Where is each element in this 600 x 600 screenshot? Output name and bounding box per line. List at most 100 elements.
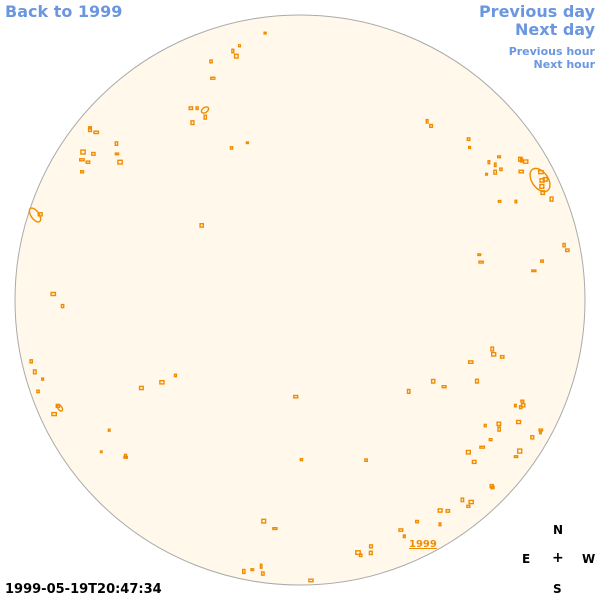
contour-speck [79,169,85,174]
contour-speck [531,269,537,273]
contour-speck [491,485,495,490]
contour-speck [460,497,465,503]
contour-speck [51,411,58,417]
contour-speck [517,448,523,454]
magnetic-contours [28,31,570,583]
contour-speck [565,248,570,253]
contour-speck [493,162,497,168]
contour-speck [430,378,436,384]
contour-speck [425,118,429,124]
contour-speck [513,455,519,459]
contour-speck [123,453,128,458]
contour-speck [117,159,123,165]
contour-speck [107,428,111,432]
contour-speck [355,550,361,555]
contour-speck [483,423,487,428]
contour-speck [539,183,545,189]
contour-speck [468,499,475,505]
compass-north: N [553,523,564,537]
compass-center-icon: + [552,550,564,566]
year-label[interactable]: 1999 [409,539,437,550]
contour-speck [368,544,374,549]
contour-speck [368,550,373,556]
contour-speck [514,199,518,204]
contour-speck [479,445,486,449]
contour-speck [245,141,250,145]
contour-speck [80,149,86,155]
back-to-year-link[interactable]: Back to 1999 [5,2,123,21]
contour-speck [485,172,489,176]
contour-speck [159,380,165,385]
contour-speck [237,44,241,48]
contour-speck [515,419,522,425]
contour-speck [50,291,57,297]
contour-speck [466,137,471,142]
contour-speck [259,563,263,569]
previous-day-link[interactable]: Previous day [478,2,595,21]
previous-hour-link[interactable]: Previous hour [508,45,595,58]
contour-speck [293,394,299,399]
contour-speck [32,369,37,375]
contour-speck [199,222,205,228]
contour-speck [522,159,529,164]
contour-speck [114,141,119,146]
contour-speck [203,114,208,120]
contour-speck [398,528,404,532]
contour-speck [173,373,178,378]
contour-speck [114,152,120,156]
contour-speck [540,259,544,263]
contour-speck [29,359,34,364]
contour-speck [519,157,524,163]
contour-speck [93,130,100,135]
contour-speck [402,534,406,539]
contour-speck [190,120,195,126]
contour-speck [364,458,368,462]
contour-speck [562,242,566,248]
contour-speck [263,31,267,35]
contour-speck [488,438,493,442]
contour-speck [530,435,535,440]
contour-speck [78,158,85,162]
contour-speck [468,145,472,150]
contour-speck [518,169,524,174]
contour-speck [499,354,505,359]
contour-speck [138,385,144,391]
contour-speck [497,426,501,432]
next-hour-link[interactable]: Next hour [533,58,596,71]
contour-ring [56,404,64,412]
contour-speck [272,527,278,531]
contour-speck [87,127,93,133]
contour-speck [261,518,267,524]
contour-speck [493,169,498,175]
contour-speck [195,106,199,111]
contour-speck [36,389,40,394]
contour-speck [466,504,471,509]
compass-east: E [522,552,531,566]
contour-ring [28,207,42,223]
contour-speck [358,553,363,558]
contour-speck [496,421,502,427]
contour-speck [85,160,91,165]
contour-speck [88,125,92,130]
observation-timestamp: 1999-05-19T20:47:34 [5,582,162,597]
contour-speck [299,458,304,462]
compass-south: S [553,582,562,596]
contour-speck [210,76,216,80]
contour-speck [445,508,451,513]
contour-speck [91,151,96,156]
contour-speck [437,508,443,513]
contour-speck [233,53,239,59]
contour-speck [250,568,255,572]
contour-speck [441,385,447,389]
next-day-link[interactable]: Next day [515,20,595,39]
contour-speck [465,449,471,455]
contour-speck [549,196,554,202]
contour-speck [99,450,103,454]
contour-speck [491,351,497,357]
contour-speck [429,123,434,128]
contour-speck [188,106,194,111]
contour-speck [497,199,502,203]
contour-speck [60,303,65,309]
